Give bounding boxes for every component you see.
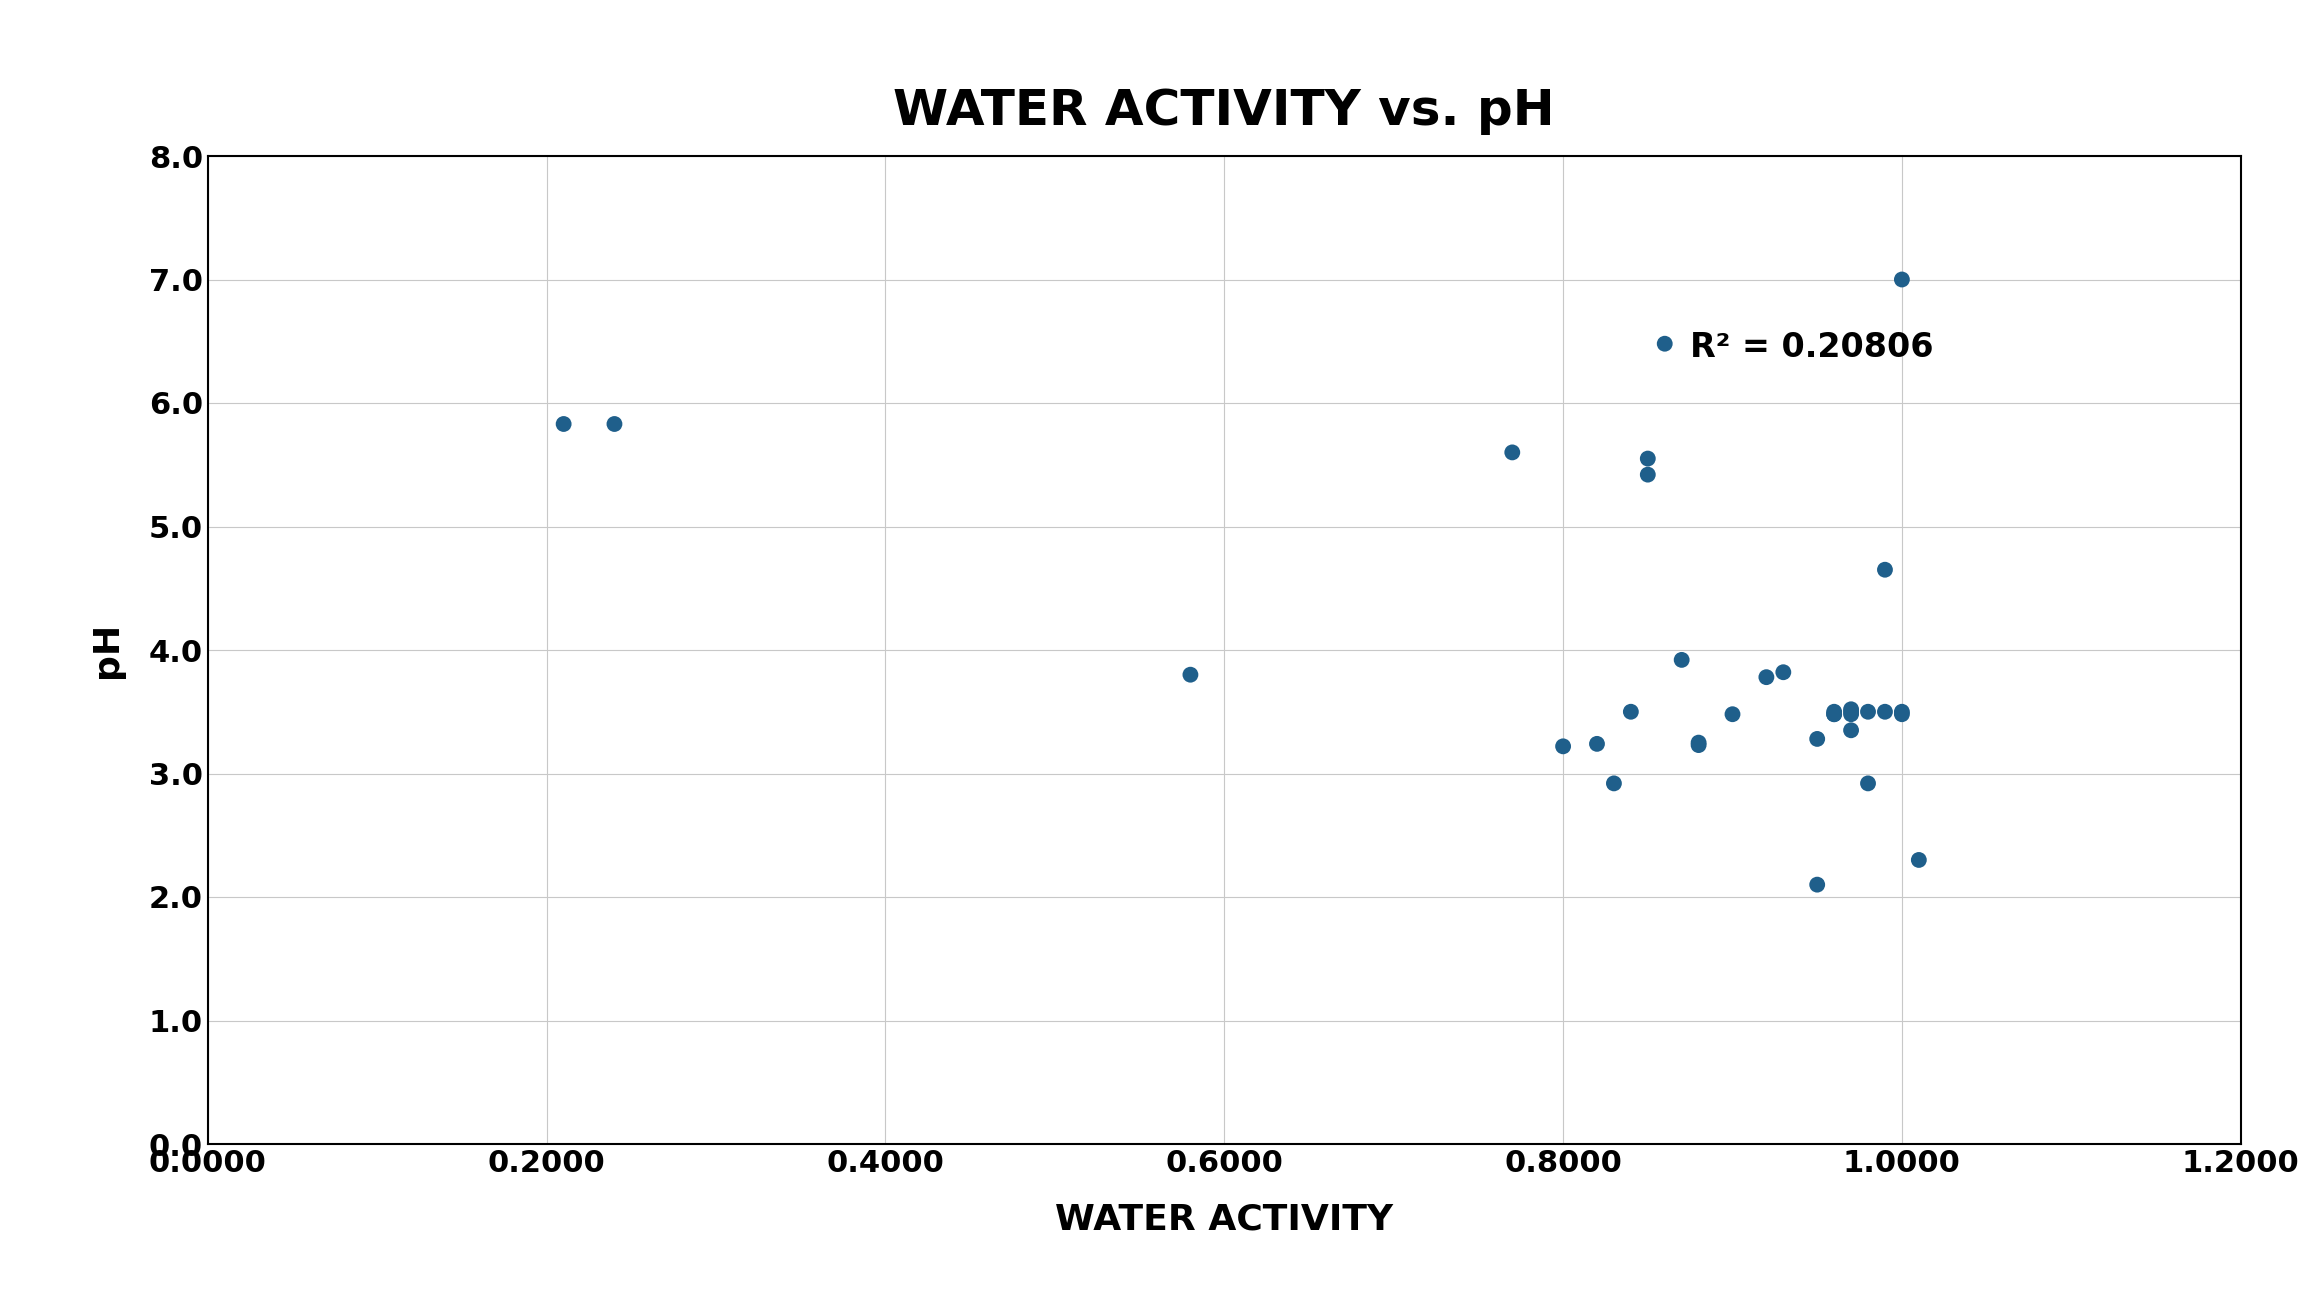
Point <box>1850 774 1887 794</box>
Point <box>1578 733 1615 754</box>
Point <box>1883 702 1920 723</box>
X-axis label: WATER ACTIVITY: WATER ACTIVITY <box>1056 1202 1393 1236</box>
Point <box>1629 464 1666 485</box>
Point <box>1799 728 1836 749</box>
Point <box>1679 734 1716 755</box>
Point <box>1647 333 1684 354</box>
Point <box>1596 774 1633 794</box>
Point <box>1816 702 1853 723</box>
Point <box>1866 559 1903 580</box>
Text: R² = 0.20806: R² = 0.20806 <box>1691 332 1933 364</box>
Point <box>1765 662 1802 683</box>
Point <box>1816 703 1853 724</box>
Point <box>1883 269 1920 290</box>
Point <box>1866 702 1903 723</box>
Point <box>1832 703 1869 724</box>
Point <box>1714 703 1751 724</box>
Point <box>596 413 633 434</box>
Point <box>1612 702 1649 723</box>
Point <box>1832 699 1869 720</box>
Point <box>1850 702 1887 723</box>
Y-axis label: pH: pH <box>90 621 125 679</box>
Point <box>1749 667 1786 688</box>
Point <box>1799 874 1836 894</box>
Point <box>1629 448 1666 469</box>
Point <box>1495 442 1532 463</box>
Title: WATER ACTIVITY vs. pH: WATER ACTIVITY vs. pH <box>894 87 1555 135</box>
Point <box>1832 720 1869 741</box>
Point <box>1545 736 1582 757</box>
Point <box>545 413 582 434</box>
Point <box>1171 664 1208 685</box>
Point <box>1883 703 1920 724</box>
Point <box>1663 650 1700 671</box>
Point <box>1832 702 1869 723</box>
Point <box>1816 703 1853 724</box>
Point <box>1679 732 1716 753</box>
Point <box>1901 850 1938 871</box>
